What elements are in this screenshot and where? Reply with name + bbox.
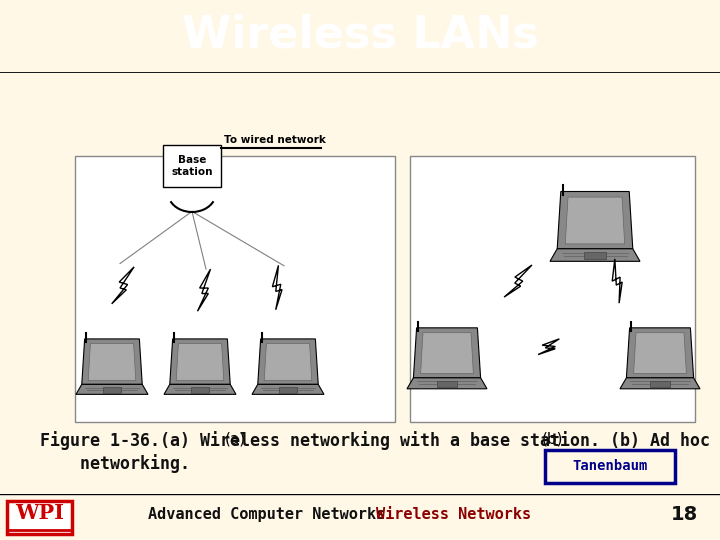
Bar: [410, 156, 695, 422]
Polygon shape: [538, 339, 559, 355]
Polygon shape: [565, 197, 625, 244]
Polygon shape: [272, 265, 282, 310]
Polygon shape: [626, 328, 693, 378]
Polygon shape: [170, 339, 230, 384]
Text: (b): (b): [541, 431, 563, 446]
Polygon shape: [258, 339, 318, 384]
Polygon shape: [620, 378, 700, 389]
Text: (a): (a): [225, 431, 246, 446]
Polygon shape: [634, 333, 686, 374]
Polygon shape: [252, 384, 324, 394]
Bar: [438, 381, 456, 387]
Text: 18: 18: [670, 505, 698, 524]
Polygon shape: [82, 339, 143, 384]
Polygon shape: [612, 259, 622, 303]
Bar: [545, 450, 675, 483]
Bar: [192, 387, 209, 393]
Bar: [163, 145, 221, 187]
Text: WPI: WPI: [15, 503, 64, 523]
Polygon shape: [407, 378, 487, 389]
Polygon shape: [420, 333, 474, 374]
Text: Advanced Computer Networks: Advanced Computer Networks: [148, 507, 385, 522]
Polygon shape: [197, 269, 210, 311]
Text: Wireless LANs: Wireless LANs: [181, 14, 539, 57]
Text: Tanenbaum: Tanenbaum: [572, 460, 648, 474]
Text: Wireless Networks: Wireless Networks: [376, 507, 531, 522]
Polygon shape: [176, 343, 224, 381]
Polygon shape: [112, 267, 134, 304]
Text: networking.: networking.: [40, 454, 190, 472]
Text: Figure 1-36.(a) Wireless networking with a base station. (b) Ad hoc: Figure 1-36.(a) Wireless networking with…: [40, 431, 710, 450]
Polygon shape: [504, 265, 532, 297]
Text: To wired network: To wired network: [224, 135, 326, 145]
Polygon shape: [413, 328, 481, 378]
Bar: [75, 156, 395, 422]
Polygon shape: [550, 249, 640, 261]
Polygon shape: [89, 343, 136, 381]
Text: Base
station: Base station: [171, 155, 212, 177]
Bar: [279, 387, 297, 393]
Bar: [584, 252, 606, 259]
Polygon shape: [557, 192, 633, 249]
Polygon shape: [76, 384, 148, 394]
FancyBboxPatch shape: [7, 502, 72, 535]
Polygon shape: [164, 384, 236, 394]
Bar: [104, 387, 121, 393]
Polygon shape: [264, 343, 312, 381]
Bar: [650, 381, 670, 387]
